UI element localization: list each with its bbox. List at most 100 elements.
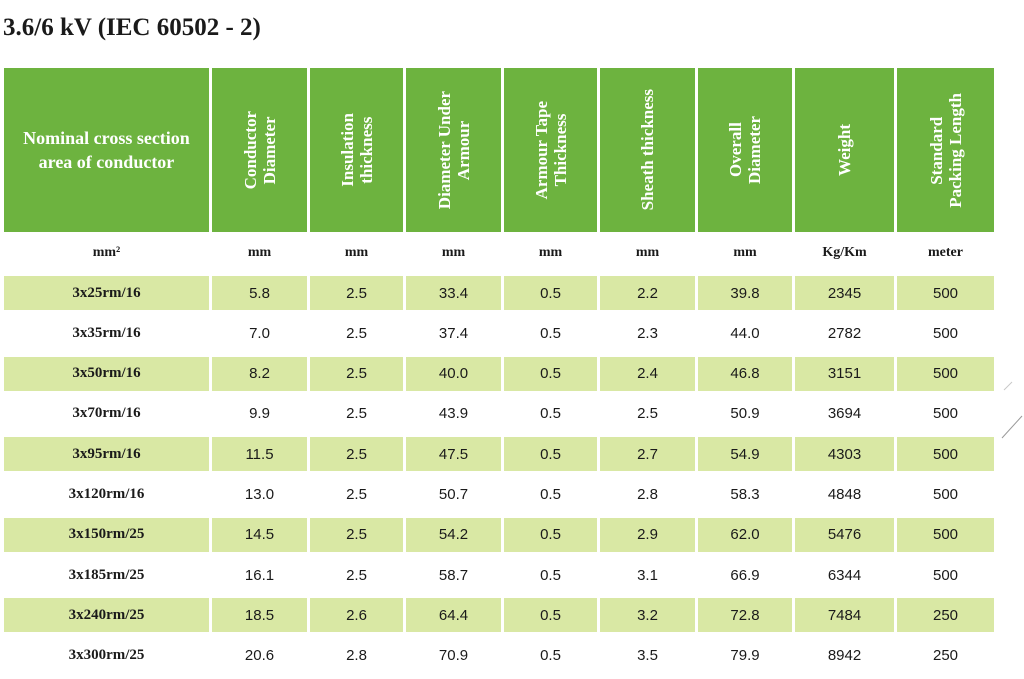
table-cell: 500 <box>932 324 959 342</box>
table-cell: 2.5 <box>346 486 367 503</box>
table-cell: 2.5 <box>310 276 403 310</box>
table-cell: 3x70rm/16 <box>72 405 141 422</box>
table-cell: 0.5 <box>540 324 561 342</box>
table-cell: 2.5 <box>346 324 367 342</box>
table-cell: 16.1 <box>244 566 275 584</box>
table-cell: 3.5 <box>637 647 658 665</box>
table-cell: 3x25rm/16 <box>4 276 209 310</box>
column-header-5: Sheath thickness <box>600 68 695 232</box>
table-cell: 58.7 <box>438 566 469 584</box>
table-cell: 7484 <box>795 598 894 633</box>
table-cell: 0.5 <box>504 437 597 472</box>
column-header-label: Overall Diameter <box>726 116 764 184</box>
table-cell: 250 <box>897 598 994 633</box>
table-cell: 2.6 <box>310 598 403 633</box>
table-cell: 500 <box>932 486 959 503</box>
table-cell: 8.2 <box>212 356 307 391</box>
table-cell: 50.9 <box>730 405 760 423</box>
table-cell: 0.5 <box>540 486 561 503</box>
table-cell: 3x240rm/25 <box>4 598 209 633</box>
unit-label: mm <box>635 245 660 260</box>
table-cell: 6344 <box>827 566 862 584</box>
table-cell: 3x185rm/25 <box>68 566 145 583</box>
table-cell: 18.5 <box>212 598 307 633</box>
table-cell: 58.3 <box>730 486 760 503</box>
column-header-2: Insulation thickness <box>310 68 403 232</box>
table-cell: 54.2 <box>406 517 501 552</box>
column-header-label: Diameter Under Armour <box>434 90 473 210</box>
table-cell: 3x35rm/16 <box>72 324 141 341</box>
table-cell: 500 <box>897 276 994 310</box>
table-cell: 4848 <box>827 486 862 503</box>
table-cell: 0.5 <box>540 566 561 584</box>
column-header-label: Conductor Diameter <box>240 110 279 190</box>
table-cell: 70.9 <box>438 647 469 665</box>
table-cell: 0.5 <box>504 356 597 391</box>
table-cell: 500 <box>932 566 959 584</box>
column-header-4: Armour Tape Thickness <box>504 68 597 232</box>
table-cell: 2.5 <box>637 405 658 423</box>
table-cell: 3x50rm/16 <box>4 356 209 391</box>
unit-label: mm <box>538 245 563 260</box>
table-cell: 2.5 <box>310 517 403 552</box>
table-cell: 14.5 <box>212 517 307 552</box>
table-cell: 9.9 <box>249 405 270 423</box>
page-title: 3.6/6 kV (IEC 60502 - 2) <box>3 14 261 41</box>
table-cell: 44.0 <box>730 324 760 342</box>
table-cell: 250 <box>932 647 959 665</box>
table-cell: 3x300rm/25 <box>68 647 145 664</box>
table-cell: 3.1 <box>637 566 658 584</box>
unit-label: mm <box>733 245 757 260</box>
column-header-1: Conductor Diameter <box>212 68 307 232</box>
table-cell: 2.3 <box>637 324 658 342</box>
table-cell: 20.6 <box>244 647 275 665</box>
column-header-3: Diameter Under Armour <box>406 68 501 232</box>
unit-label: meter <box>928 245 963 260</box>
table-cell: 2.5 <box>346 566 367 584</box>
table-cell: 3694 <box>827 405 862 423</box>
table-cell: 4303 <box>795 437 894 472</box>
table-cell: 33.4 <box>406 276 501 310</box>
table-cell: 37.4 <box>438 324 469 342</box>
table-cell: 2.7 <box>600 437 695 472</box>
table-cell: 2.4 <box>600 356 695 391</box>
table-cell: 79.9 <box>730 647 760 665</box>
table-cell: 2345 <box>795 276 894 310</box>
unit-label: mm <box>344 245 369 260</box>
table-cell: 7.0 <box>249 324 270 342</box>
table-cell: 54.9 <box>698 437 792 472</box>
column-header-label: Sheath thickness <box>638 89 657 211</box>
table-cell: 3x120rm/16 <box>68 486 145 502</box>
unit-label: Kg/Km <box>822 245 867 260</box>
table-cell: 500 <box>897 356 994 391</box>
table-cell: 3.2 <box>600 598 695 633</box>
table-cell: 50.7 <box>438 486 469 503</box>
column-header-label: Standard Packing Length <box>926 92 965 208</box>
table-cell: 3x95rm/16 <box>4 437 209 472</box>
table-cell: 0.5 <box>540 405 561 423</box>
unit-label: mm² <box>92 245 121 260</box>
table-cell: 2.5 <box>310 437 403 472</box>
table-cell: 0.5 <box>504 598 597 633</box>
table-cell: 2.9 <box>600 517 695 552</box>
table-cell: 5476 <box>795 517 894 552</box>
table-cell: 0.5 <box>504 276 597 310</box>
table-cell: 40.0 <box>406 356 501 391</box>
table-cell: 0.5 <box>540 647 561 665</box>
table-cell: 500 <box>897 437 994 472</box>
table-cell: 2.8 <box>637 486 658 503</box>
table-cell: 47.5 <box>406 437 501 472</box>
table-cell: 62.0 <box>698 517 792 552</box>
table-cell: 2.5 <box>346 405 367 423</box>
table-cell: 500 <box>897 517 994 552</box>
page-edge-decoration <box>1001 381 1023 439</box>
table-cell: 43.9 <box>438 405 469 423</box>
column-header-label: Weight <box>835 124 854 176</box>
table-cell: 2.5 <box>310 356 403 391</box>
table-cell: 2782 <box>827 324 862 342</box>
table-cell: 11.5 <box>212 437 307 472</box>
column-header-label: Armour Tape Thickness <box>531 100 570 200</box>
table-cell: 5.8 <box>212 276 307 310</box>
table-cell: 64.4 <box>406 598 501 633</box>
